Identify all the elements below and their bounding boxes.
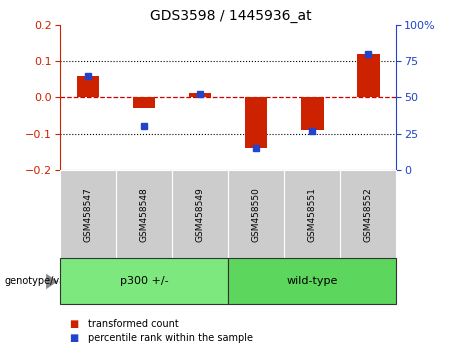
Polygon shape xyxy=(46,274,58,289)
Text: ■: ■ xyxy=(69,319,78,329)
Text: ■: ■ xyxy=(69,333,78,343)
Text: genotype/variation: genotype/variation xyxy=(5,276,97,286)
Text: percentile rank within the sample: percentile rank within the sample xyxy=(88,333,253,343)
Text: transformed count: transformed count xyxy=(88,319,178,329)
Text: p300 +/-: p300 +/- xyxy=(120,276,168,286)
Text: GSM458551: GSM458551 xyxy=(308,187,317,242)
Text: GSM458549: GSM458549 xyxy=(195,187,205,241)
Bar xyxy=(301,97,324,130)
Text: GDS3598 / 1445936_at: GDS3598 / 1445936_at xyxy=(150,9,311,23)
Text: GSM458548: GSM458548 xyxy=(140,187,148,241)
Bar xyxy=(133,97,155,108)
Text: wild-type: wild-type xyxy=(287,276,338,286)
Bar xyxy=(189,93,211,97)
Bar xyxy=(357,54,379,97)
Text: GSM458552: GSM458552 xyxy=(364,187,373,241)
Text: GSM458547: GSM458547 xyxy=(83,187,93,241)
Bar xyxy=(245,97,267,148)
Text: GSM458550: GSM458550 xyxy=(252,187,261,242)
Bar xyxy=(77,76,99,97)
